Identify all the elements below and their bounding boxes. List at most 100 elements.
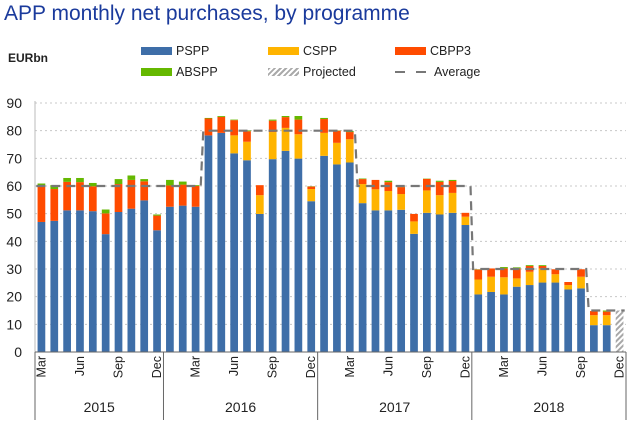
legend-item-pspp: PSPP <box>141 44 209 58</box>
bar-segment-cbpp3 <box>602 311 611 316</box>
stacked-bar <box>37 183 46 352</box>
bar-segment-cbpp3 <box>320 119 328 133</box>
stacked-bar <box>461 212 470 352</box>
bar-segment-abspp <box>500 267 508 269</box>
x-tick-label-month: Jun <box>536 356 550 376</box>
x-tick-label-month: Sep <box>420 356 434 378</box>
bar-segment-abspp <box>178 181 187 185</box>
x-tick-label-month: Dec <box>613 356 627 378</box>
legend-item-projected: Projected <box>268 65 356 79</box>
bar-segment-pspp <box>37 221 46 352</box>
axes <box>34 101 627 420</box>
x-tick-label-month: Jun <box>227 356 241 376</box>
stacked-bar <box>423 178 431 352</box>
x-tick-label-month: Mar <box>189 356 203 378</box>
bar-segment-abspp <box>50 185 59 190</box>
stacked-bar <box>281 116 290 352</box>
bar-segment-cbpp3 <box>307 186 316 190</box>
bar-segment-pspp <box>50 220 59 352</box>
bar-segment-cspp <box>512 278 521 287</box>
y-tick-label: 80 <box>6 123 22 139</box>
bar-segment-pspp <box>397 209 406 352</box>
bar-segment-pspp <box>564 289 573 352</box>
y-tick-label: 40 <box>6 233 22 249</box>
bar-segment-pspp <box>525 285 534 352</box>
y-axis-unit-label: EURbn <box>8 51 48 65</box>
bar-segment-pspp <box>512 286 521 352</box>
stacked-bar <box>76 177 84 352</box>
legend-swatch-projected <box>268 68 299 76</box>
bar-segment-cbpp3 <box>268 120 277 133</box>
bar-segment-cspp <box>358 184 367 204</box>
bar-segment-pspp <box>191 206 200 352</box>
y-tick-label: 70 <box>6 150 22 166</box>
bar-segment-abspp <box>114 179 123 185</box>
bar-segment-cspp <box>320 132 328 156</box>
bar-segment-pspp <box>294 158 303 352</box>
bar-segment-cspp <box>602 315 611 326</box>
bar-segment-pspp <box>461 225 470 352</box>
stacked-bar <box>204 117 213 352</box>
legend-item-cbpp3: CBPP3 <box>395 44 471 58</box>
stacked-bar <box>50 185 59 352</box>
bar-segment-abspp <box>358 178 367 180</box>
bar-segment-cbpp3 <box>217 116 226 133</box>
bar-segment-abspp <box>101 209 110 214</box>
stacked-bar <box>602 310 611 352</box>
stacked-bar <box>178 181 187 352</box>
bar-segment-pspp <box>320 155 328 352</box>
bar-segment-cbpp3 <box>88 186 97 212</box>
bar-segment-pspp <box>166 206 174 352</box>
bar-segment-cbpp3 <box>140 181 149 201</box>
stacked-bar <box>255 185 264 352</box>
legend-swatch-abspp <box>141 68 172 76</box>
stacked-bar <box>615 310 624 352</box>
x-tick-label-year: 2018 <box>533 399 564 415</box>
bar-segment-cspp <box>410 221 418 234</box>
stacked-bar <box>114 179 123 352</box>
bar-segment-pspp <box>371 210 380 352</box>
bar-segment-cspp <box>345 139 354 163</box>
bar-segment-cbpp3 <box>564 282 573 286</box>
stacked-bar <box>140 179 149 352</box>
bar-segment-cbpp3 <box>63 181 71 211</box>
bar-segment-cspp <box>397 194 406 210</box>
bar-segment-cbpp3 <box>448 181 457 193</box>
bar-segment-cspp <box>384 190 393 211</box>
x-tick-label-month: Sep <box>112 356 126 378</box>
bar-segment-abspp <box>217 116 226 117</box>
bar-segment-pspp <box>140 200 149 352</box>
bar-segment-cspp <box>461 216 470 226</box>
legend-item-cspp: CSPP <box>268 44 337 58</box>
bar-segment-pspp <box>577 288 585 352</box>
bar-segment-pspp <box>217 132 226 352</box>
legend-swatch-cbpp3 <box>395 47 426 55</box>
stacked-bar <box>500 267 508 352</box>
bar-segment-abspp <box>281 116 290 118</box>
bar-segment-cspp <box>577 276 585 289</box>
bar-segment-pspp <box>500 294 508 352</box>
x-tick-label-month: Sep <box>266 356 280 378</box>
bar-segment-pspp <box>423 212 431 352</box>
bar-segment-cbpp3 <box>204 118 213 136</box>
x-tick-label-month: Mar <box>497 356 511 378</box>
y-tick-label: 20 <box>6 289 22 305</box>
bar-segment-cspp <box>564 285 573 290</box>
bar-segment-abspp <box>166 179 174 186</box>
stacked-bar <box>268 119 277 352</box>
bar-segment-cbpp3 <box>153 215 161 231</box>
legend-swatch-average <box>395 68 426 76</box>
bar-segment-cbpp3 <box>178 184 187 206</box>
legend-label-cbpp3: CBPP3 <box>430 44 471 58</box>
x-tick-label-month: Dec <box>150 356 164 378</box>
bar-segment-cspp <box>371 189 380 211</box>
bar-segment-cspp <box>230 135 238 154</box>
bar-segment-pspp <box>153 230 161 352</box>
y-tick-label: 0 <box>14 344 22 360</box>
stacked-bar <box>577 269 585 352</box>
bar-segment-abspp <box>230 119 238 121</box>
bar-segment-cspp <box>525 271 534 286</box>
y-tick-label: 60 <box>6 178 22 194</box>
bar-segment-pspp <box>345 162 354 352</box>
bars <box>37 116 624 352</box>
